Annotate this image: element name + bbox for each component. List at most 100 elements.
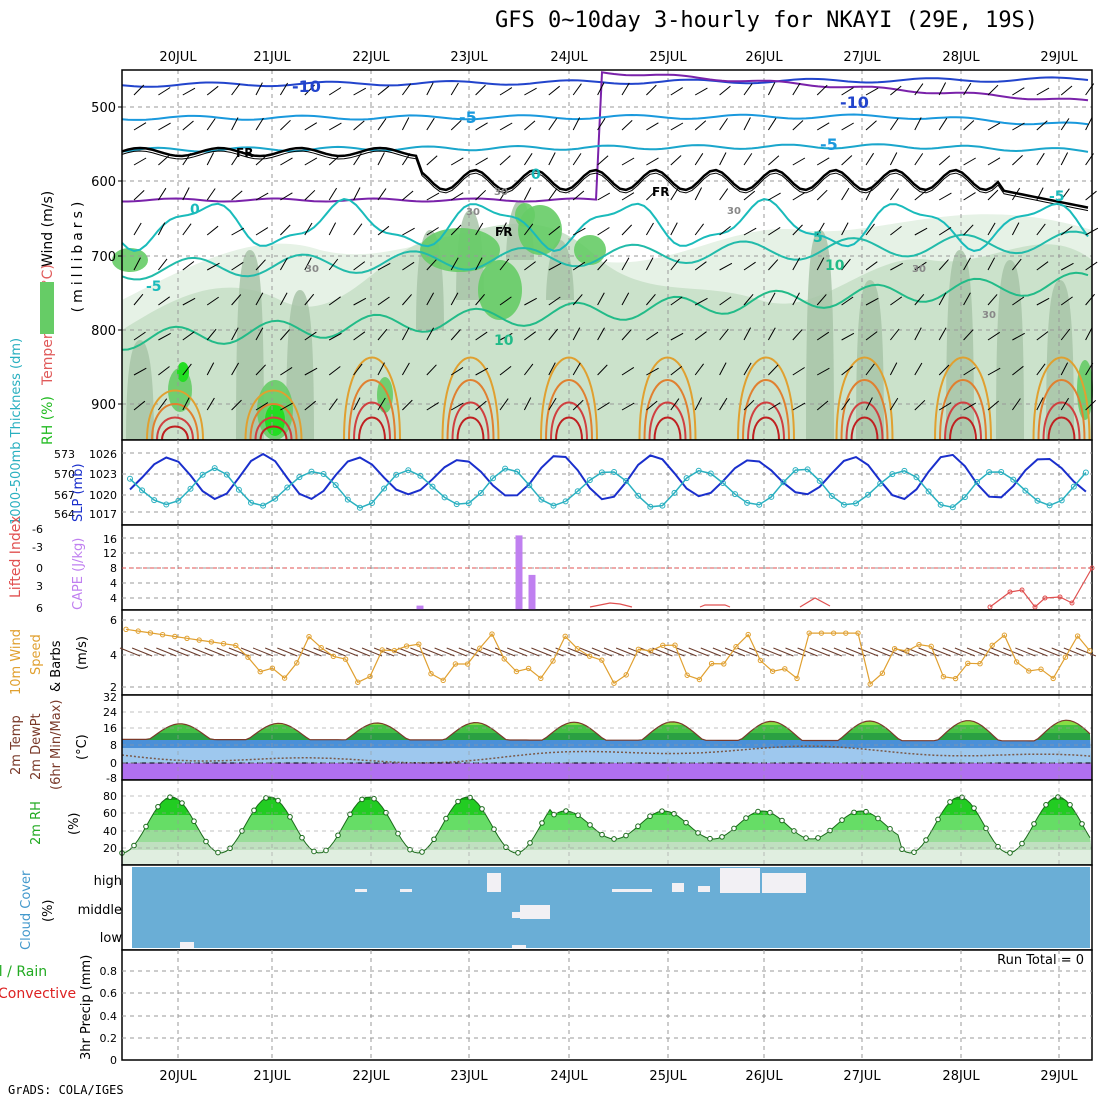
- wind-barb: [328, 187, 338, 201]
- wind-barb: [328, 122, 342, 131]
- thickness-marker: [477, 489, 484, 496]
- lifted-index-marker: [987, 604, 993, 610]
- wind10-barb: [252, 647, 274, 657]
- wind-barb: [719, 226, 731, 236]
- freezing-level-line-inner: [121, 150, 1089, 212]
- cloud-patch: [762, 873, 784, 893]
- wind-barb: [743, 117, 751, 131]
- wind-barb: [548, 296, 561, 306]
- wind-barb: [816, 294, 827, 306]
- wind-barb: [987, 157, 1001, 166]
- thickness-marker: [623, 478, 630, 485]
- thickness-marker: [1022, 487, 1029, 494]
- wind10-barb: [265, 647, 286, 657]
- temp-contour-minus5-upper: [121, 113, 1089, 126]
- rh-marker: [323, 847, 329, 854]
- wind-barb: [475, 222, 484, 236]
- wind-speed-marker: [562, 633, 568, 639]
- wind-barb: [938, 292, 947, 306]
- wind-barb: [402, 190, 414, 201]
- precip-label-total: Total / Rain: [0, 964, 47, 980]
- temp-warm-contour: [949, 416, 977, 441]
- wind-barb: [816, 122, 830, 131]
- wind10-ylabel-units: (m/s): [75, 636, 90, 670]
- wind-barb: [1060, 188, 1070, 201]
- wind-barb: [963, 329, 974, 341]
- cloud-field: [132, 867, 1090, 948]
- rh-marker: [647, 813, 653, 820]
- thickness-marker: [344, 496, 351, 503]
- wind-speed-marker: [599, 657, 605, 663]
- wind10-barb: [180, 647, 201, 657]
- wind-speed-marker: [623, 672, 629, 678]
- rh-marker: [875, 815, 881, 822]
- wind-barb: [914, 190, 926, 201]
- temp-warm-contour: [643, 379, 692, 441]
- wind-barb: [768, 259, 779, 271]
- wind10-barb: [821, 647, 842, 657]
- precip-tick-label: 0.4: [100, 1010, 118, 1023]
- rh-marker: [443, 815, 449, 822]
- wind-speed-marker: [367, 673, 373, 680]
- wind-barb: [402, 399, 413, 411]
- temp-tick-label: 24: [103, 706, 117, 719]
- temp-warm-contour: [254, 416, 293, 441]
- wind-barb: [377, 262, 391, 271]
- temp-contour-minus10: [121, 76, 1089, 88]
- wind-barb: [987, 294, 998, 306]
- wind-speed-marker: [416, 641, 422, 647]
- wind-barb: [597, 327, 605, 341]
- wind-barb: [401, 327, 410, 341]
- wind-barb: [743, 399, 755, 411]
- wind10-ylabel-a: 10m Wind: [9, 629, 24, 695]
- wind-barb: [231, 327, 239, 341]
- wind-barb: [572, 227, 586, 236]
- wind-barb: [499, 366, 512, 376]
- date-label-top: 28JUL: [942, 50, 980, 65]
- wind-barb: [597, 364, 608, 376]
- wind-barb: [304, 222, 313, 236]
- wind-barb: [1060, 152, 1069, 166]
- wind-barb: [1085, 327, 1093, 341]
- wind-barb: [768, 226, 781, 236]
- wind-barb: [694, 120, 707, 131]
- rh-shade-mid: [122, 223, 1092, 440]
- wind-barb: [450, 192, 464, 201]
- wind-barb: [1036, 397, 1044, 411]
- thickness-marker: [840, 501, 847, 508]
- slp-tick-label: 1017: [89, 508, 117, 521]
- wind10-barb: [567, 647, 588, 657]
- rh-band: [122, 842, 1092, 850]
- wind10-barb: [119, 647, 141, 657]
- rh-marker: [203, 838, 209, 845]
- lifted-index-line: [799, 597, 831, 608]
- wind-barb: [231, 261, 244, 271]
- wind-speed-marker: [782, 666, 788, 672]
- temp-warm-contour: [934, 356, 992, 441]
- wind-barb: [1011, 398, 1021, 411]
- wind-barb: [353, 120, 365, 131]
- wind-speed-marker: [806, 630, 812, 636]
- wind-barb: [328, 398, 338, 411]
- wind10-barb: [543, 647, 564, 657]
- contour-label: 30: [912, 264, 926, 275]
- wind-barb: [426, 364, 437, 376]
- wind-barb: [694, 297, 708, 306]
- wind10-barb: [1039, 647, 1060, 657]
- contour-label: -5: [820, 135, 838, 154]
- wind-barb: [646, 122, 659, 131]
- wind-barb: [670, 222, 678, 236]
- wind-barb: [450, 120, 462, 131]
- wind-speed-marker: [342, 656, 349, 662]
- wind-speed-marker: [965, 660, 971, 666]
- rh-shade-column: [946, 250, 974, 440]
- wind-barb: [719, 262, 733, 271]
- wind-barb: [1036, 223, 1046, 236]
- precip-tick-label: 0: [110, 1054, 117, 1067]
- rh-marker: [131, 842, 137, 849]
- wind-speed-marker: [196, 637, 202, 643]
- wind-barb: [914, 227, 928, 236]
- wind-barb: [572, 399, 584, 411]
- wind-barb: [646, 84, 657, 96]
- wind-barb: [231, 117, 239, 131]
